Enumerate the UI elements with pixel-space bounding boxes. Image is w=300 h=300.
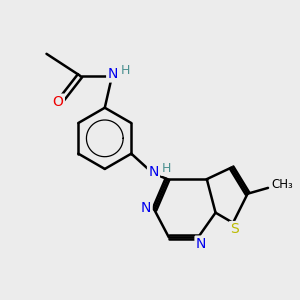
Text: S: S [230, 222, 239, 236]
Text: O: O [53, 95, 64, 109]
Text: N: N [148, 165, 159, 179]
Text: H: H [161, 162, 171, 175]
Text: N: N [141, 201, 152, 215]
Text: N: N [196, 237, 206, 251]
Text: CH₃: CH₃ [272, 178, 293, 191]
Text: H: H [121, 64, 130, 77]
Text: N: N [107, 67, 118, 81]
